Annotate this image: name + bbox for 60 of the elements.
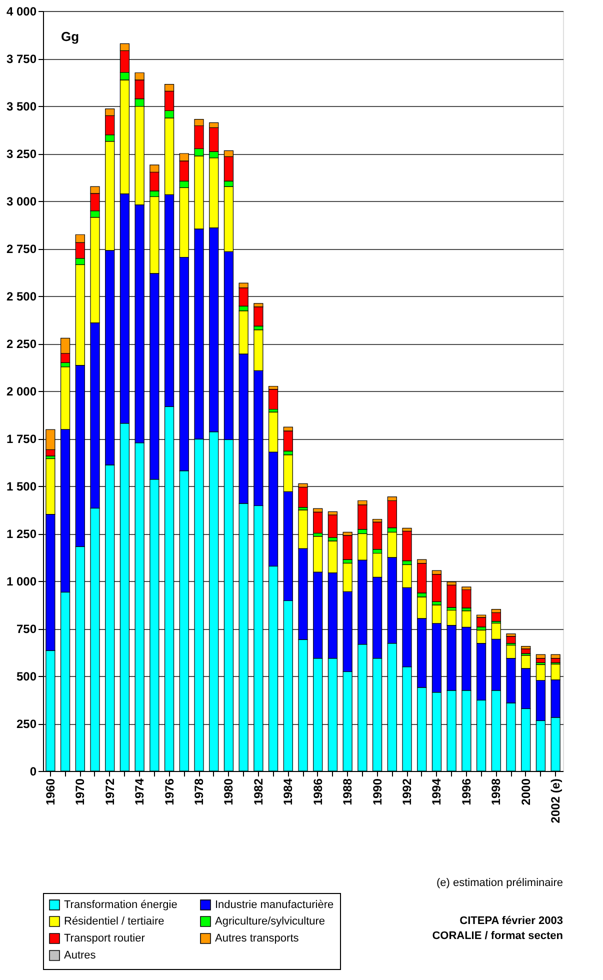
bar bbox=[550, 654, 560, 659]
bar bbox=[476, 617, 486, 628]
bar bbox=[313, 512, 323, 534]
x-tick-label: 1986 bbox=[310, 778, 325, 806]
x-tick-label: 1990 bbox=[370, 778, 384, 806]
x-tick-label: 2000 bbox=[518, 778, 533, 806]
legend-label: Résidentiel / tertiaire bbox=[64, 916, 164, 928]
y-tick-label: 0 bbox=[30, 764, 37, 778]
bar bbox=[298, 486, 308, 508]
y-tick-label: 500 bbox=[16, 670, 37, 684]
y-tick-label: 2 000 bbox=[6, 384, 37, 398]
x-tick-label: 1988 bbox=[340, 778, 355, 806]
x-tick-label: 1998 bbox=[489, 778, 504, 806]
bar bbox=[506, 636, 516, 644]
legend-label: Transport routier bbox=[64, 932, 146, 944]
x-tick-label: 1978 bbox=[192, 778, 206, 806]
y-tick-label: 2 250 bbox=[6, 337, 37, 351]
legend-label: Agriculture/sylviculture bbox=[215, 916, 326, 928]
y-tick-label: 3 500 bbox=[6, 100, 37, 114]
y-tick-label: 2 500 bbox=[6, 290, 37, 304]
y-axis-title: Gg bbox=[61, 29, 80, 44]
x-tick-label: 1970 bbox=[73, 778, 88, 806]
y-tick-label: 3 250 bbox=[6, 147, 37, 161]
x-tick-label: 1994 bbox=[430, 778, 444, 806]
legend-label: Autres transports bbox=[215, 932, 300, 944]
x-tick-label: 1992 bbox=[400, 778, 414, 806]
y-tick-label: 1 750 bbox=[6, 432, 37, 446]
x-tick-label: 1974 bbox=[132, 778, 147, 806]
x-tick-label: 2002 (e) bbox=[548, 778, 563, 824]
x-tick-label: 1972 bbox=[102, 778, 117, 806]
x-tick-label: 1984 bbox=[281, 778, 296, 806]
legend-label: Autres bbox=[64, 950, 96, 962]
y-tick-label: 1 500 bbox=[6, 480, 37, 494]
bar bbox=[536, 654, 546, 659]
y-tick-label: 1 250 bbox=[6, 527, 37, 541]
y-tick-label: 750 bbox=[16, 622, 37, 636]
x-tick-label: 1960 bbox=[43, 778, 58, 806]
bar bbox=[462, 589, 472, 608]
text: CORALIE / format secten bbox=[432, 930, 564, 942]
bar bbox=[358, 504, 368, 530]
bar bbox=[536, 658, 546, 663]
text: CITEPA février 2003 bbox=[460, 915, 563, 927]
x-tick-label: 1976 bbox=[162, 778, 176, 806]
y-tick-label: 2 750 bbox=[6, 242, 37, 256]
x-tick-label: 1982 bbox=[251, 778, 266, 806]
y-tick-label: 1 000 bbox=[6, 574, 37, 588]
bar bbox=[446, 584, 456, 608]
bar bbox=[342, 535, 352, 560]
y-tick-label: 250 bbox=[16, 717, 37, 731]
y-tick-label: 3 750 bbox=[6, 52, 37, 66]
x-tick-label: 1996 bbox=[459, 778, 474, 806]
text: (e) estimation préliminaire bbox=[436, 877, 563, 889]
x-tick-label: 1980 bbox=[222, 778, 236, 806]
bar bbox=[491, 612, 501, 622]
legend-label: Industrie manufacturière bbox=[215, 898, 334, 911]
y-tick-label: 4 000 bbox=[6, 4, 37, 18]
legend-label: Transformation énergie bbox=[64, 898, 178, 911]
y-tick-label: 3 000 bbox=[6, 194, 37, 208]
bar bbox=[387, 500, 397, 528]
bar bbox=[254, 306, 264, 326]
